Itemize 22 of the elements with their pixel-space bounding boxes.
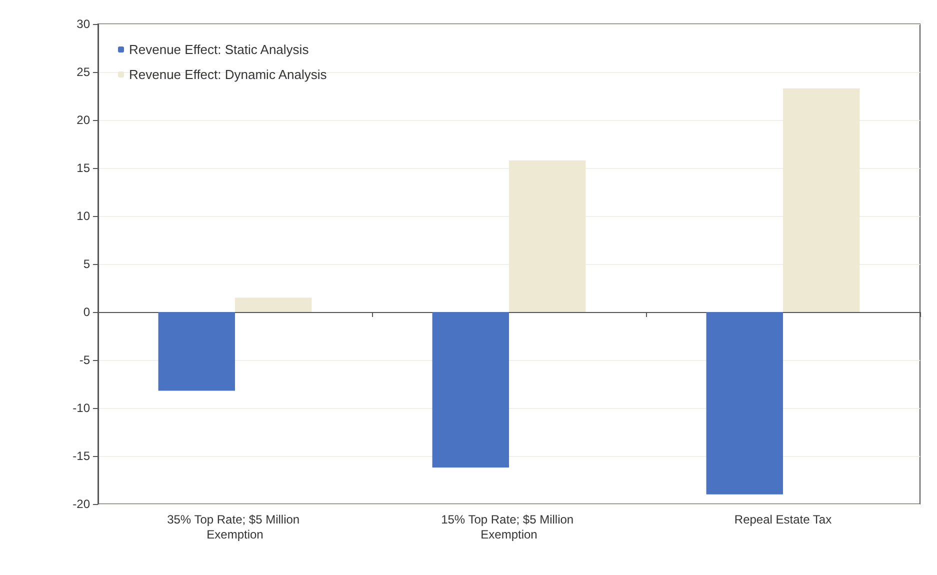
bar xyxy=(158,312,235,391)
y-tick-label: 0 xyxy=(83,305,90,319)
legend-label: Revenue Effect: Static Analysis xyxy=(129,42,310,57)
legend-label: Revenue Effect: Dynamic Analysis xyxy=(129,67,328,82)
y-tick-label: 20 xyxy=(76,113,90,127)
y-tick-label: 15 xyxy=(76,161,90,175)
x-tick-label: 35% Top Rate; $5 Million Exemption xyxy=(167,512,303,542)
y-tick-label: 10 xyxy=(76,209,90,223)
y-tick-label: 30 xyxy=(76,17,90,31)
bar xyxy=(706,312,783,494)
bar xyxy=(432,312,509,468)
y-tick-label: 5 xyxy=(83,257,90,271)
bar xyxy=(509,160,586,312)
y-tick-label: -10 xyxy=(72,401,90,415)
bar xyxy=(235,298,312,312)
y-tick-label: -15 xyxy=(72,449,90,463)
x-tick-label: Repeal Estate Tax xyxy=(734,512,832,526)
y-tick-label: -20 xyxy=(72,497,90,511)
bar xyxy=(783,88,860,312)
x-tick-label: 15% Top Rate; $5 Million Exemption xyxy=(441,512,577,542)
y-tick-label: 25 xyxy=(76,65,90,79)
y-tick-label: -5 xyxy=(79,353,90,367)
